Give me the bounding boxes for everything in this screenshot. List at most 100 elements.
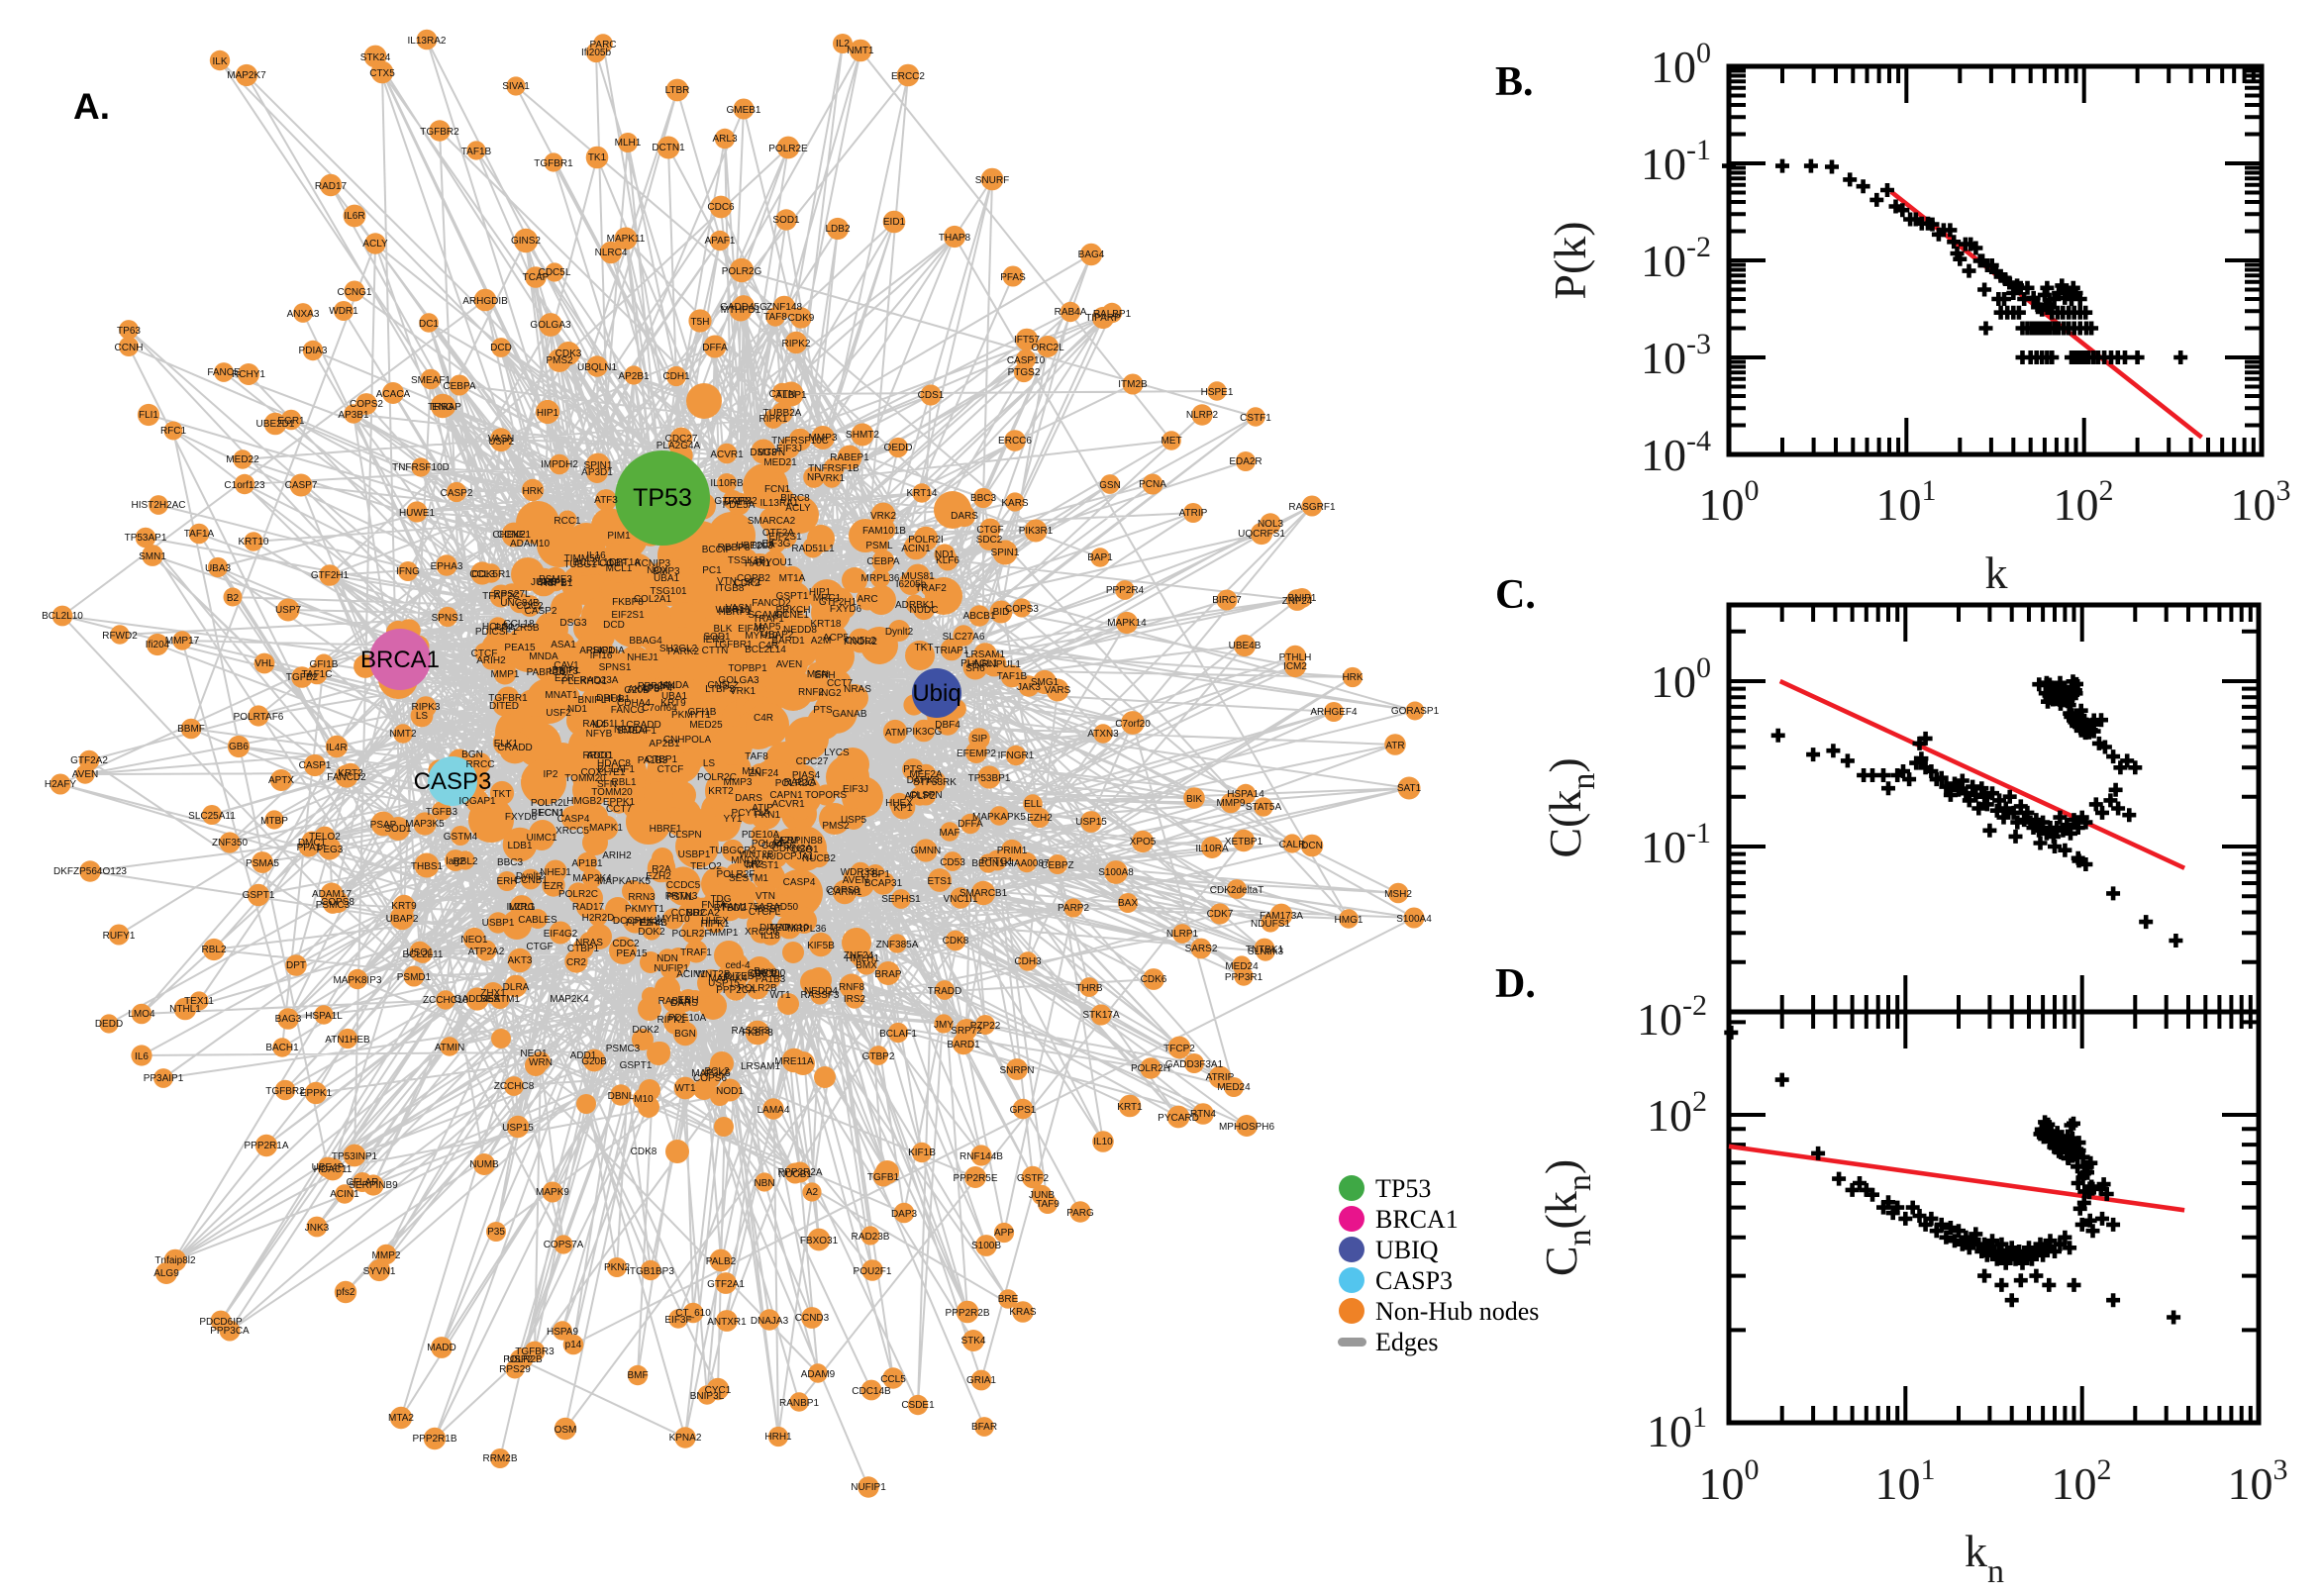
svg-text:PSMA5: PSMA5	[246, 858, 279, 869]
svg-text:RAD51L1: RAD51L1	[791, 544, 835, 554]
svg-text:PPP2R4: PPP2R4	[1106, 585, 1145, 596]
svg-text:CSTF1: CSTF1	[1240, 413, 1271, 424]
svg-text:APAF1: APAF1	[705, 236, 736, 247]
svg-text:AVEN: AVEN	[843, 875, 869, 886]
svg-text:BCCIP: BCCIP	[702, 545, 733, 555]
svg-text:MNAT1: MNAT1	[545, 690, 578, 701]
svg-text:MTBP: MTBP	[260, 816, 288, 827]
svg-text:ERH: ERH	[677, 995, 698, 1006]
svg-text:LMO4: LMO4	[128, 1009, 155, 1020]
svg-text:p14: p14	[565, 1340, 582, 1350]
svg-text:TOPBP1: TOPBP1	[728, 663, 767, 674]
svg-text:EPHA3: EPHA3	[431, 561, 463, 572]
svg-text:ARHGDIB: ARHGDIB	[462, 296, 508, 307]
svg-text:GSPT1: GSPT1	[620, 1060, 653, 1071]
svg-text:POLR2C: POLR2C	[558, 889, 598, 900]
svg-text:BGN: BGN	[461, 749, 483, 760]
svg-text:CEBPA: CEBPA	[866, 556, 899, 567]
svg-text:RAD51L1: RAD51L1	[582, 719, 626, 730]
svg-text:ABCB1: ABCB1	[963, 611, 996, 622]
svg-text:CD53: CD53	[940, 857, 965, 868]
svg-text:DNAJA3: DNAJA3	[751, 1316, 789, 1327]
svg-text:PPP2R5B: PPP2R5B	[494, 623, 539, 634]
svg-text:PRTN3: PRTN3	[665, 891, 698, 902]
svg-text:CASP1: CASP1	[299, 760, 332, 771]
svg-text:CHEK2: CHEK2	[492, 530, 526, 541]
svg-text:ADRBK1: ADRBK1	[895, 600, 935, 611]
svg-text:AVEN: AVEN	[72, 769, 99, 780]
svg-text:ATMIN: ATMIN	[435, 1043, 464, 1053]
svg-text:KRAS: KRAS	[1009, 1307, 1037, 1318]
svg-text:MAF: MAF	[939, 828, 960, 839]
svg-text:DSG3: DSG3	[750, 448, 777, 458]
svg-text:LRSAM1: LRSAM1	[965, 649, 1005, 660]
svg-text:DEDD: DEDD	[95, 1019, 123, 1030]
svg-text:B2: B2	[227, 593, 240, 604]
svg-text:RBL1: RBL1	[611, 777, 636, 788]
svg-text:POLR2B: POLR2B	[738, 983, 777, 994]
svg-text:SPIN1: SPIN1	[584, 460, 613, 471]
svg-text:BCAP31: BCAP31	[864, 878, 903, 889]
svg-text:MAP3K5: MAP3K5	[405, 819, 445, 830]
svg-text:ASA1: ASA1	[551, 640, 576, 650]
svg-text:A.: A.	[73, 86, 110, 127]
svg-text:POLR2I: POLR2I	[908, 535, 944, 546]
svg-text:CTTN: CTTN	[769, 389, 796, 400]
svg-text:MMP9: MMP9	[1217, 798, 1246, 809]
svg-text:USO1: USO1	[791, 845, 819, 855]
svg-text:TKT: TKT	[493, 789, 512, 800]
svg-text:NP: NP	[807, 472, 821, 483]
svg-text:PPP3R1: PPP3R1	[1225, 972, 1263, 983]
svg-text:HIP1: HIP1	[809, 587, 832, 598]
svg-text:KRT1: KRT1	[1117, 1102, 1143, 1113]
svg-text:RPS27L: RPS27L	[493, 589, 531, 600]
svg-text:PPP2R4: PPP2R4	[626, 918, 664, 929]
svg-text:TRIAP1: TRIAP1	[934, 646, 968, 656]
svg-text:FANCD2: FANCD2	[327, 772, 366, 783]
svg-text:PIK3CG: PIK3CG	[906, 727, 943, 738]
svg-text:SOD1: SOD1	[384, 824, 412, 835]
svg-text:ZCCHC10: ZCCHC10	[423, 995, 469, 1006]
svg-text:USP7: USP7	[275, 605, 302, 616]
svg-text:UBAP2: UBAP2	[386, 914, 419, 925]
svg-text:BARD1: BARD1	[947, 1040, 980, 1050]
svg-text:LDB1: LDB1	[507, 841, 532, 851]
svg-text:CDC6: CDC6	[707, 202, 735, 213]
svg-text:MAPK8IP3: MAPK8IP3	[334, 975, 382, 986]
svg-text:BCL2L14: BCL2L14	[745, 645, 786, 655]
svg-text:HCLS1: HCLS1	[482, 622, 515, 633]
svg-text:ING2: ING2	[818, 688, 842, 699]
svg-text:PPA1: PPA1	[297, 843, 322, 853]
svg-text:EIF3F: EIF3F	[664, 1315, 691, 1326]
svg-text:CDK7: CDK7	[1207, 909, 1234, 920]
svg-text:Dynlt2: Dynlt2	[885, 627, 914, 638]
svg-text:IL10RB: IL10RB	[710, 478, 744, 489]
svg-text:Non-Hub nodes: Non-Hub nodes	[1375, 1297, 1539, 1326]
svg-text:BCLAF1: BCLAF1	[879, 1029, 917, 1040]
svg-text:P(k): P(k)	[1545, 221, 1595, 299]
svg-text:UBE2D1: UBE2D1	[256, 419, 295, 430]
svg-text:GTF2F2: GTF2F2	[714, 496, 752, 507]
svg-text:VNC1I1: VNC1I1	[943, 894, 977, 905]
svg-text:UQCRFS1: UQCRFS1	[1238, 529, 1285, 540]
svg-text:MYST1: MYST1	[746, 860, 779, 871]
svg-text:BID: BID	[993, 607, 1010, 618]
svg-text:PPP2R2A: PPP2R2A	[777, 1167, 822, 1178]
svg-text:THAP8: THAP8	[939, 233, 971, 244]
svg-text:CCL5: CCL5	[880, 1374, 906, 1385]
svg-text:PTHLH: PTHLH	[1279, 652, 1312, 663]
svg-text:S100B: S100B	[971, 1241, 1001, 1251]
svg-text:GTF2A1: GTF2A1	[707, 1279, 745, 1290]
svg-text:IL13RA2: IL13RA2	[408, 36, 447, 47]
svg-text:MTA2: MTA2	[388, 1413, 414, 1424]
svg-text:COX17E1: COX17E1	[580, 767, 625, 778]
svg-text:ERCC2: ERCC2	[891, 71, 925, 82]
svg-text:NOD1: NOD1	[716, 1086, 744, 1097]
svg-text:HSPE1: HSPE1	[1201, 387, 1234, 398]
svg-text:ARHGEF4: ARHGEF4	[1310, 707, 1358, 718]
svg-text:CASP2: CASP2	[525, 606, 557, 617]
svg-text:ATRIP: ATRIP	[1179, 508, 1208, 519]
svg-text:FAM173A: FAM173A	[1260, 911, 1303, 922]
svg-text:MAP4K4: MAP4K4	[708, 973, 748, 984]
svg-text:HIST2H2AC: HIST2H2AC	[131, 500, 185, 511]
